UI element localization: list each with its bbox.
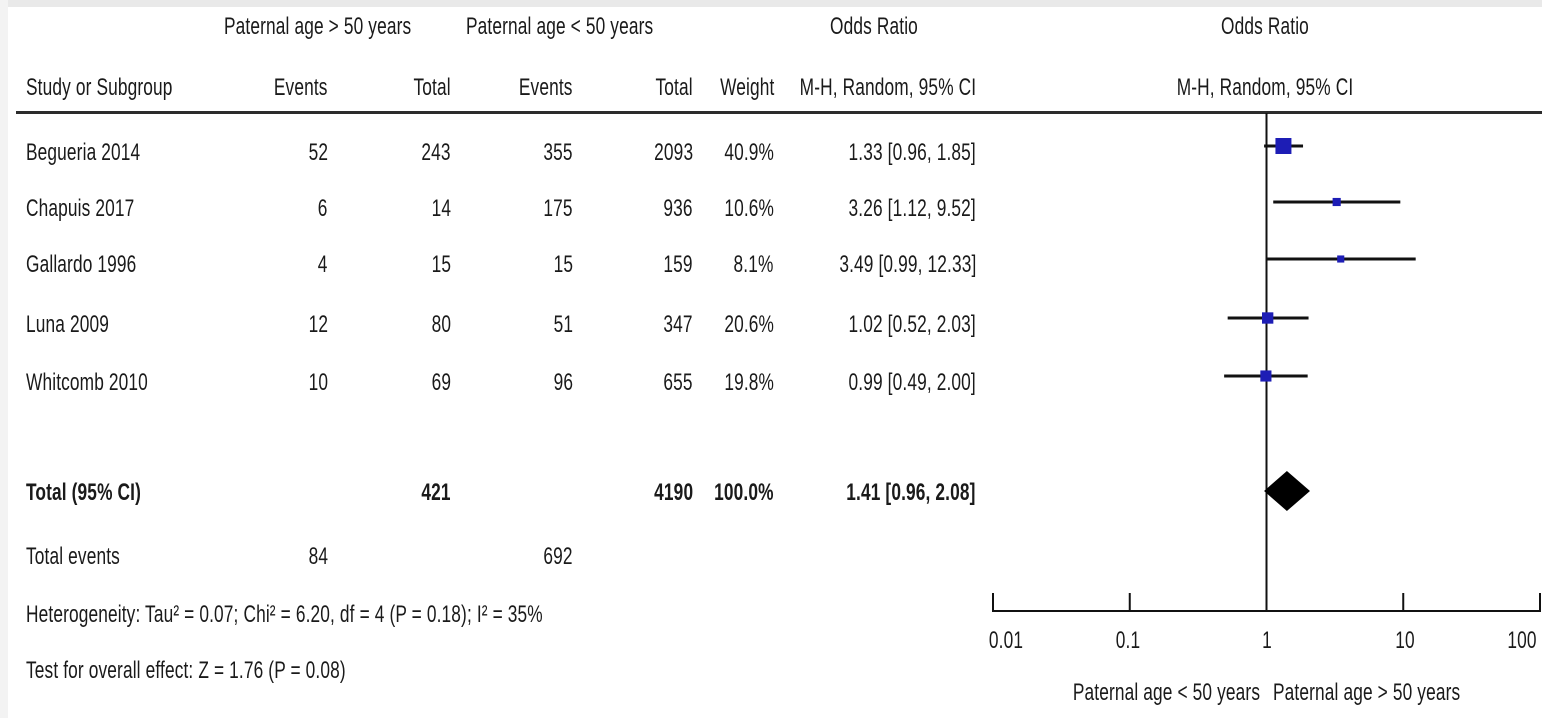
overall-effect-text: Test for overall effect: Z = 1.76 (P = 0… — [26, 657, 346, 684]
study-name: Gallardo 1996 — [26, 251, 137, 278]
study-marker — [1260, 370, 1272, 382]
plot-method-header: M-H, Random, 95% CI — [1176, 74, 1354, 101]
weight-column-header: Weight — [719, 74, 774, 101]
pooled-diamond — [1264, 471, 1310, 511]
total2-value: 936 — [663, 195, 693, 222]
study-name: Luna 2009 — [26, 311, 109, 338]
heterogeneity-text: Heterogeneity: Tau² = 0.07; Chi² = 6.20,… — [26, 601, 543, 628]
ci-value: 0.99 [0.49, 2.00] — [848, 369, 976, 396]
events1-column-header: Events — [274, 74, 328, 101]
axis-tick-label: 10 — [1395, 627, 1415, 654]
weight-value: 8.1% — [734, 251, 774, 278]
group1-header: Paternal age > 50 years — [224, 13, 412, 40]
favours-right-label: Paternal age > 50 years — [1273, 679, 1461, 706]
total2-value: 655 — [663, 369, 693, 396]
pooled-ci-value: 1.41 [0.96, 2.08] — [846, 479, 976, 506]
study-name: Begueria 2014 — [26, 139, 141, 166]
events1-value: 6 — [318, 195, 328, 222]
total2-value: 2093 — [653, 139, 693, 166]
total1-value: 14 — [431, 195, 451, 222]
study-name: Chapuis 2017 — [26, 195, 135, 222]
ci-value: 3.26 [1.12, 9.52] — [848, 195, 976, 222]
total1-value: 15 — [431, 251, 451, 278]
axis-tick-label: 1 — [1262, 627, 1272, 654]
total-weight: 100.0% — [714, 479, 774, 506]
weight-value: 40.9% — [724, 139, 774, 166]
events1-value: 10 — [308, 369, 328, 396]
header-rule — [16, 111, 1542, 114]
events2-value: 175 — [543, 195, 573, 222]
total2-value: 347 — [663, 311, 693, 338]
ci-value: 3.49 [0.99, 12.33] — [838, 251, 976, 278]
axis-tick-label: 0.01 — [988, 627, 1024, 654]
total1-sum: 421 — [421, 479, 451, 506]
total2-column-header: Total — [655, 74, 693, 101]
top-edge — [0, 0, 1542, 7]
total-events-label: Total events — [26, 543, 120, 570]
events1-value: 12 — [308, 311, 328, 338]
total-events2: 692 — [543, 543, 573, 570]
axis-tick-label: 100 — [1507, 627, 1537, 654]
ci-value: 1.33 [0.96, 1.85] — [848, 139, 976, 166]
group2-header: Paternal age < 50 years — [466, 13, 654, 40]
events2-value: 96 — [553, 369, 573, 396]
odds-ratio-plot-header: Odds Ratio — [1221, 13, 1309, 40]
events1-value: 52 — [308, 139, 328, 166]
events2-value: 51 — [553, 311, 573, 338]
left-edge — [0, 0, 8, 718]
events2-column-header: Events — [519, 74, 573, 101]
total-events1: 84 — [308, 543, 328, 570]
method-column-header: M-H, Random, 95% CI — [799, 74, 976, 101]
axis-tick-label: 0.1 — [1115, 627, 1141, 654]
events2-value: 15 — [553, 251, 573, 278]
weight-value: 20.6% — [724, 311, 774, 338]
total-label: Total (95% CI) — [26, 479, 141, 506]
total2-value: 159 — [663, 251, 693, 278]
study-marker — [1275, 138, 1292, 154]
total1-value: 69 — [431, 369, 451, 396]
events1-value: 4 — [318, 251, 328, 278]
study-marker — [1337, 255, 1345, 263]
total1-value: 243 — [421, 139, 451, 166]
weight-value: 10.6% — [724, 195, 774, 222]
events2-value: 355 — [543, 139, 573, 166]
weight-value: 19.8% — [724, 369, 774, 396]
total1-value: 80 — [431, 311, 451, 338]
total1-column-header: Total — [413, 74, 451, 101]
study-marker — [1332, 197, 1341, 207]
odds-ratio-table-header: Odds Ratio — [830, 13, 918, 40]
study-marker — [1262, 312, 1274, 324]
ci-value: 1.02 [0.52, 2.03] — [848, 311, 976, 338]
total2-sum: 4190 — [653, 479, 693, 506]
study-column-header: Study or Subgroup — [26, 74, 173, 101]
favours-left-label: Paternal age < 50 years — [1072, 679, 1260, 706]
study-name: Whitcomb 2010 — [26, 369, 148, 396]
